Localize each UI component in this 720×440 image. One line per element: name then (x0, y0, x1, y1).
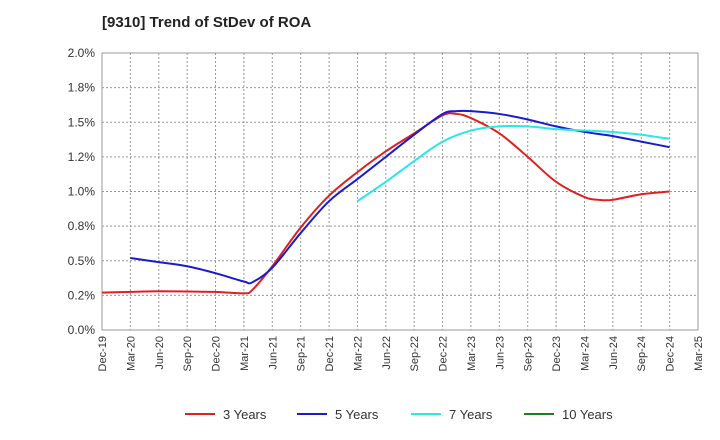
x-tick-label: Sep-24 (636, 336, 648, 371)
x-tick-label: Sep-22 (409, 336, 421, 371)
x-tick-label: Jun-24 (608, 336, 620, 370)
x-tick-label: Dec-20 (211, 336, 223, 371)
x-tick-label: Dec-19 (97, 336, 109, 371)
legend-label: 7 Years (449, 407, 493, 422)
series-lines (101, 109, 670, 295)
legend-label: 5 Years (335, 407, 379, 422)
x-tick-label: Jun-20 (154, 336, 166, 370)
x-tick-label: Jun-22 (381, 336, 393, 370)
x-tick-label: Sep-23 (523, 336, 535, 371)
x-axis-ticks: Dec-19 Mar-20 Jun-20 Sep-20 Dec-20 Mar-21 Jun-… (97, 336, 705, 371)
plot-area (101, 52, 699, 331)
x-tick-label: Jun-23 (494, 336, 506, 370)
series-line-3-years (101, 112, 670, 295)
series-line-7-years (356, 124, 670, 203)
series-line-5-years (130, 109, 670, 285)
x-tick-label: Dec-22 (438, 336, 450, 371)
x-tick-label: Mar-20 (125, 336, 137, 371)
x-tick-label: Mar-21 (239, 336, 251, 371)
x-tick-label: Mar-25 (693, 336, 705, 371)
y-tick-label: 1.2% (68, 150, 96, 164)
y-tick-label: 0.8% (68, 219, 96, 233)
y-tick-label: 1.0% (68, 185, 96, 199)
x-tick-label: Dec-23 (551, 336, 563, 371)
x-tick-label: Jun-21 (267, 336, 279, 370)
x-tick-label: Mar-24 (579, 336, 591, 371)
x-tick-label: Mar-22 (352, 336, 364, 371)
y-tick-label: 1.5% (68, 115, 96, 129)
y-tick-label: 1.8% (68, 81, 96, 95)
y-tick-label: 2.0% (68, 46, 96, 60)
y-tick-label: 0.0% (68, 323, 96, 337)
y-axis-ticks: 0.0% 0.2% 0.5% 0.8% 1.0% 1.2% 1.5% 1.8% 2.0% (68, 46, 96, 337)
x-tick-label: Mar-23 (466, 336, 478, 371)
x-tick-label: Dec-24 (665, 336, 677, 371)
x-tick-label: Dec-21 (324, 336, 336, 371)
y-tick-label: 0.2% (68, 288, 96, 302)
x-tick-label: Sep-21 (296, 336, 308, 371)
y-tick-label: 0.5% (68, 254, 96, 268)
chart-title: [9310] Trend of StDev of ROA (102, 14, 312, 31)
legend: 3 Years 5 Years 7 Years 10 Years (185, 407, 613, 422)
x-tick-label: Sep-20 (182, 336, 194, 371)
grid (102, 53, 698, 330)
legend-label: 3 Years (223, 407, 267, 422)
legend-label: 10 Years (562, 407, 613, 422)
